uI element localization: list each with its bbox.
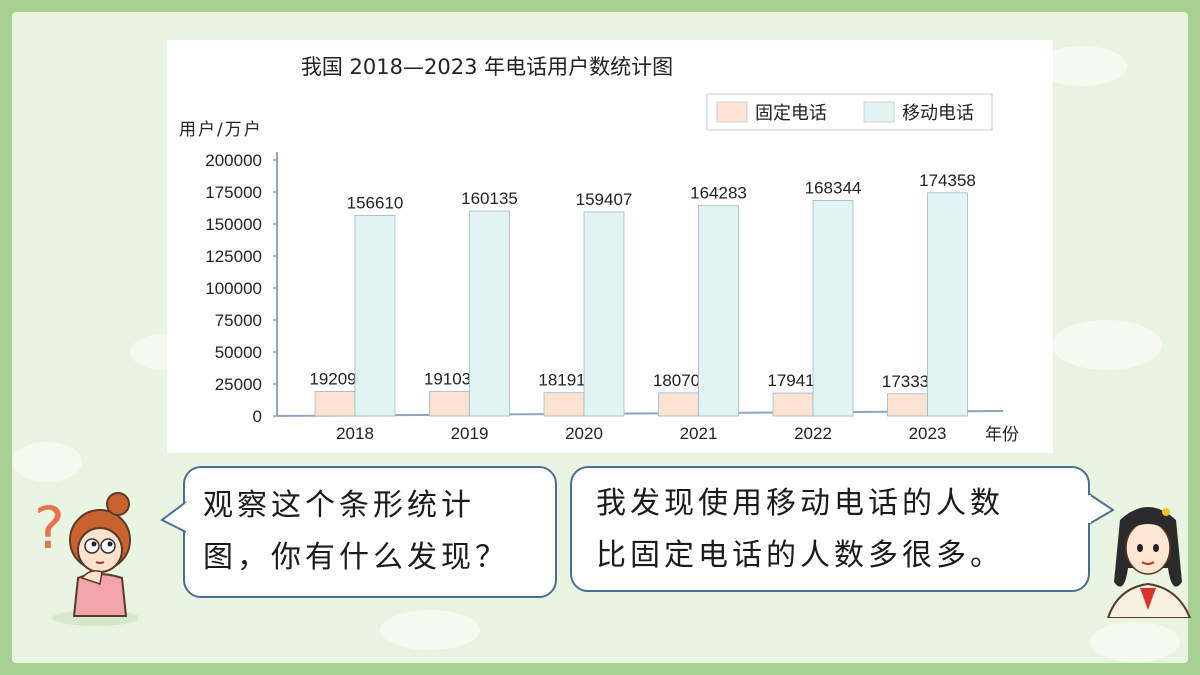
speech-bubble-right: 我发现使用移动电话的人数 比固定电话的人数多很多。 — [570, 466, 1090, 592]
x-tick-label: 2022 — [794, 424, 832, 443]
data-label: 18070 — [653, 371, 700, 390]
bar-fixed-2022 — [772, 392, 814, 417]
y-tick-label: 125000 — [205, 247, 262, 266]
data-label: 159407 — [576, 190, 633, 209]
bar-mobile-2018 — [354, 215, 396, 417]
data-label: 168344 — [805, 179, 862, 198]
left-bubble-line-2: 图，你有什么发现？ — [203, 540, 509, 575]
cloud-decoration — [1052, 320, 1162, 370]
data-label: 160135 — [461, 189, 518, 208]
left-bubble-line-1: 观察这个条形统计 — [203, 488, 475, 523]
thinking-girl-icon: ? — [34, 492, 138, 626]
legend-swatch — [716, 101, 748, 123]
speech-bubble-left: 观察这个条形统计 图，你有什么发现？ — [183, 466, 557, 598]
bar-mobile-2019 — [469, 210, 510, 417]
right-bubble-line-1: 我发现使用移动电话的人数 — [596, 486, 1004, 521]
y-axis-label: 用户/万户 — [179, 120, 263, 140]
data-label: 19209 — [309, 369, 356, 388]
y-tick-label: 75000 — [215, 311, 262, 330]
cloud-decoration — [1090, 622, 1180, 662]
bar-fixed-2018 — [314, 391, 356, 417]
data-label: 19103 — [424, 370, 471, 389]
data-label: 17941 — [767, 371, 814, 390]
y-tick-label: 0 — [253, 407, 262, 426]
bar-mobile-2021 — [698, 205, 739, 417]
data-label: 174358 — [919, 171, 976, 190]
x-tick-label: 2019 — [451, 424, 489, 443]
bar-mobile-2022 — [812, 200, 854, 417]
bubble-tail-right — [1087, 493, 1115, 525]
student-girl-icon — [1106, 507, 1192, 618]
bar-fixed-2021 — [658, 392, 699, 417]
x-tick-label: 2021 — [680, 424, 718, 443]
x-tick-label: 2023 — [909, 424, 947, 443]
cloud-decoration — [380, 610, 480, 650]
x-axis-line — [276, 410, 1004, 417]
legend-box — [706, 93, 993, 131]
y-tick-label: 100000 — [205, 279, 262, 298]
bar-fixed-2020 — [543, 392, 585, 417]
cloud-decoration — [12, 442, 82, 482]
y-tick-label: 200000 — [205, 151, 262, 170]
question-mark-icon: ? — [34, 494, 65, 562]
y-tick-label: 25000 — [215, 375, 262, 394]
chart-title: 我国 2018—2023 年电话用户数统计图 — [301, 55, 673, 79]
legend-swatch — [863, 101, 895, 123]
y-tick-label: 50000 — [215, 343, 262, 362]
data-label: 156610 — [347, 194, 404, 213]
right-bubble-line-2: 比固定电话的人数多很多。 — [596, 538, 1004, 573]
bubble-tail-left — [160, 501, 188, 533]
y-tick-label: 175000 — [205, 183, 262, 202]
bar-mobile-2023 — [927, 192, 968, 417]
legend-label: 固定电话 — [755, 103, 827, 124]
bar-mobile-2020 — [583, 211, 625, 417]
data-label: 17333 — [882, 372, 929, 391]
bar-fixed-2023 — [887, 393, 928, 417]
x-tick-label: 2018 — [336, 424, 374, 443]
bar-fixed-2019 — [429, 391, 470, 417]
legend-label: 移动电话 — [902, 103, 974, 124]
x-axis-label: 年份 — [985, 425, 1019, 445]
chart-panel: 我国 2018—2023 年电话用户数统计图用户/万户 200000 175000 1… — [167, 40, 1053, 453]
y-tick-label: 150000 — [205, 215, 262, 234]
x-tick-label: 2020 — [565, 424, 603, 443]
data-label: 164283 — [690, 184, 747, 203]
data-label: 18191 — [538, 371, 585, 390]
